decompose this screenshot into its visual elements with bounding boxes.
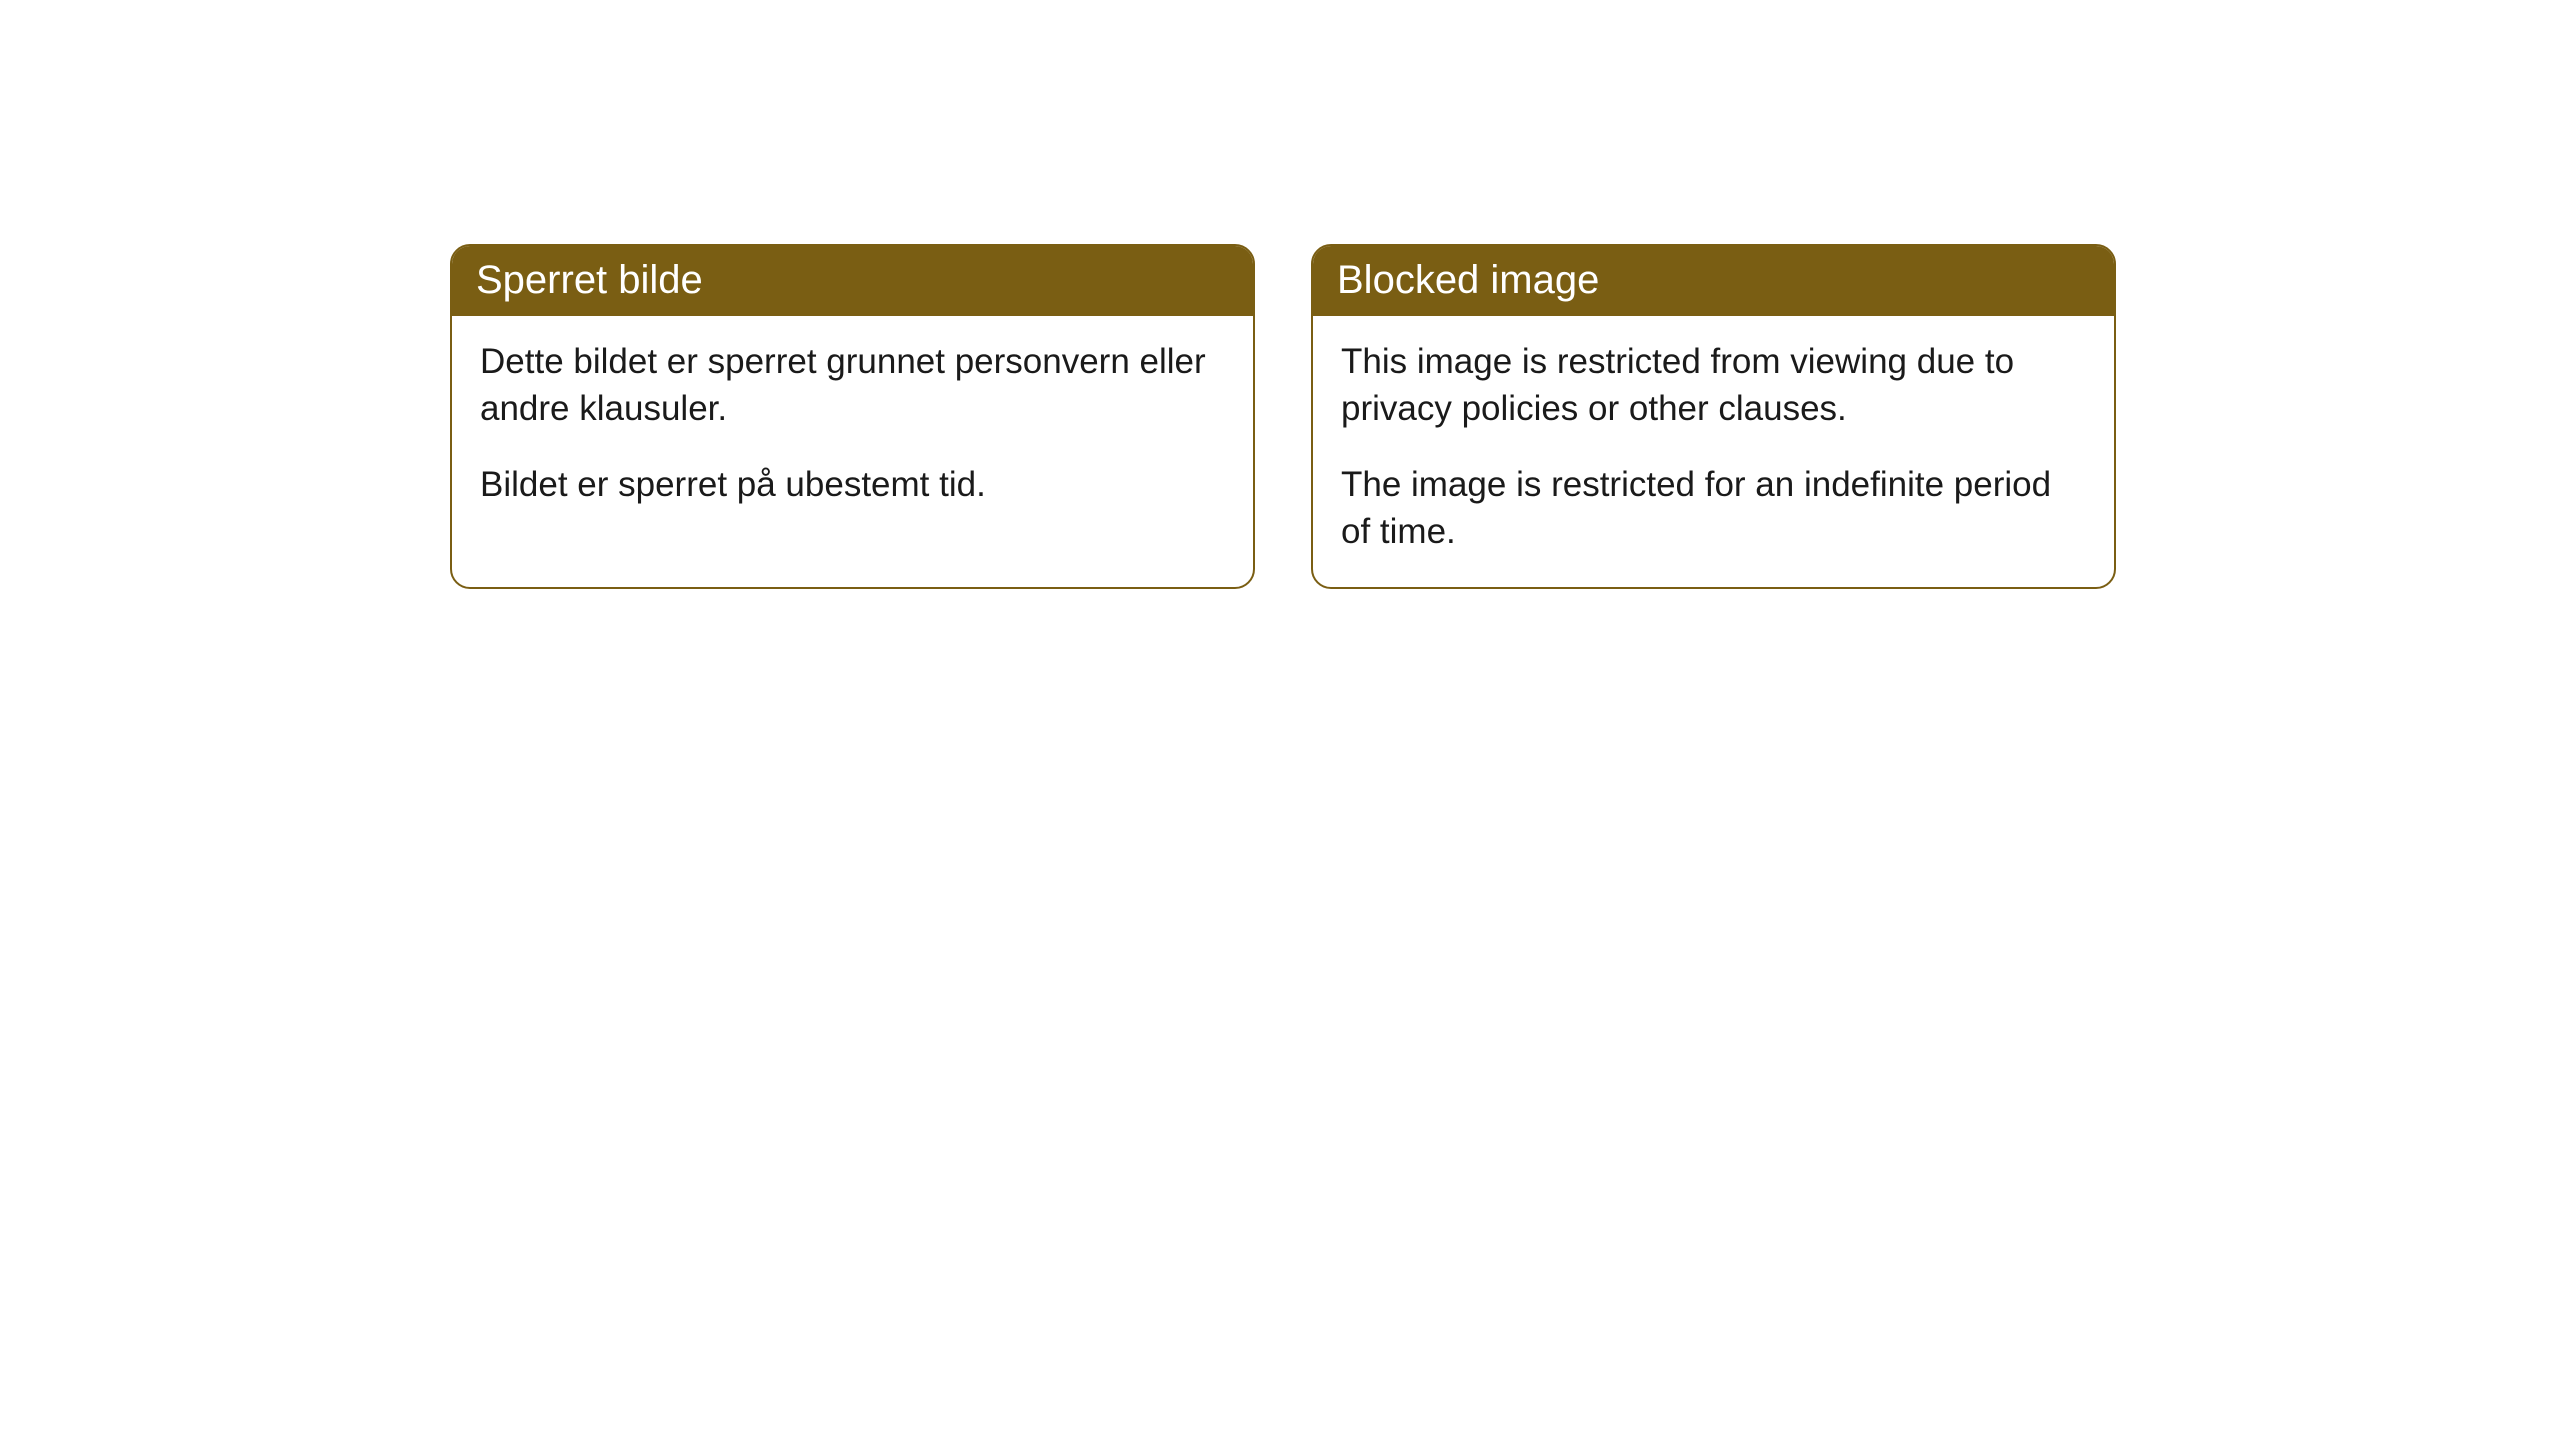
card-body: This image is restricted from viewing du… [1313, 316, 2114, 587]
card-header: Sperret bilde [452, 246, 1253, 316]
card-header: Blocked image [1313, 246, 2114, 316]
card-paragraph-2: The image is restricted for an indefinit… [1341, 461, 2086, 556]
blocked-image-card-en: Blocked image This image is restricted f… [1311, 244, 2116, 589]
card-paragraph-2: Bildet er sperret på ubestemt tid. [480, 461, 1225, 508]
card-paragraph-1: Dette bildet er sperret grunnet personve… [480, 338, 1225, 433]
card-title: Sperret bilde [476, 258, 703, 302]
card-body: Dette bildet er sperret grunnet personve… [452, 316, 1253, 540]
card-title: Blocked image [1337, 258, 1599, 302]
blocked-image-card-no: Sperret bilde Dette bildet er sperret gr… [450, 244, 1255, 589]
notice-cards-container: Sperret bilde Dette bildet er sperret gr… [450, 244, 2116, 589]
card-paragraph-1: This image is restricted from viewing du… [1341, 338, 2086, 433]
